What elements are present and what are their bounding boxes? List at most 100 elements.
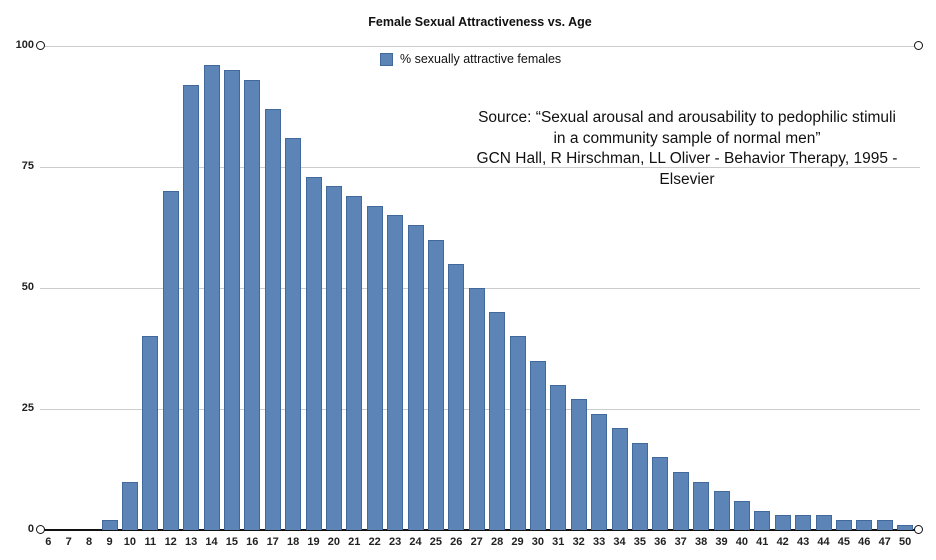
source-line-2: in a community sample of normal men” — [553, 129, 821, 147]
source-citation: Source: “Sexual arousal and arousability… — [452, 108, 922, 190]
x-axis-label-11: 11 — [144, 536, 157, 548]
bar-age-39 — [713, 491, 730, 530]
x-axis-label-29: 29 — [511, 536, 524, 548]
gridline-100 — [40, 46, 920, 47]
y-axis-label-100: 100 — [15, 39, 34, 51]
x-axis-label-27: 27 — [470, 536, 483, 548]
source-line-1: Source: “Sexual arousal and arousability… — [478, 109, 896, 126]
bar-age-15 — [223, 70, 240, 530]
bar-age-40 — [733, 500, 750, 530]
y-axis-label-0: 0 — [27, 523, 34, 535]
x-axis-label-40: 40 — [735, 536, 749, 548]
x-axis-label-35: 35 — [633, 536, 647, 548]
axis-endpoint-circle — [914, 41, 923, 50]
bar-age-9 — [101, 520, 118, 530]
x-axis-label-14: 14 — [205, 536, 218, 548]
bar-age-41 — [754, 510, 771, 530]
bar-age-23 — [387, 215, 404, 530]
y-axis-label-25: 25 — [21, 402, 34, 414]
bar-age-22 — [366, 205, 383, 530]
x-axis-label-24: 24 — [409, 536, 422, 548]
x-axis-label-46: 46 — [858, 536, 871, 548]
bar-age-12 — [162, 191, 179, 530]
bar-age-25 — [427, 239, 444, 530]
bar-age-34 — [611, 428, 628, 530]
bar-age-19 — [305, 176, 322, 530]
legend-swatch-icon — [380, 52, 393, 66]
bar-age-44 — [815, 515, 832, 530]
x-axis-label-9: 9 — [106, 536, 113, 548]
legend-label: % sexually attractive females — [400, 52, 562, 66]
x-axis-label-17: 17 — [266, 536, 279, 548]
bar-age-26 — [448, 263, 465, 530]
x-axis-label-12: 12 — [164, 536, 177, 548]
legend: % sexually attractive females — [380, 52, 561, 66]
y-axis-label-75: 75 — [21, 160, 34, 172]
x-axis-label-31: 31 — [552, 536, 565, 548]
x-axis-label-47: 47 — [878, 536, 891, 548]
bar-age-18 — [285, 137, 302, 530]
axis-endpoint-circle — [914, 525, 923, 534]
source-line-3: GCN Hall, R Hirschman, LL Oliver - Behav… — [476, 150, 898, 188]
x-axis-label-7: 7 — [65, 536, 72, 548]
bar-age-42 — [774, 515, 791, 530]
bar-age-43 — [795, 515, 812, 530]
bar-age-28 — [489, 312, 506, 530]
bar-age-17 — [264, 108, 281, 530]
x-axis-label-39: 39 — [715, 536, 728, 548]
x-axis-label-37: 37 — [674, 536, 687, 548]
bar-age-20 — [325, 186, 342, 530]
x-axis-label-13: 13 — [184, 536, 198, 548]
bar-age-27 — [468, 288, 485, 530]
bar-age-32 — [570, 399, 587, 530]
x-axis-label-6: 6 — [45, 536, 52, 548]
x-axis-label-15: 15 — [225, 536, 239, 548]
chart-title: Female Sexual Attractiveness vs. Age — [368, 15, 592, 29]
x-axis-label-19: 19 — [307, 536, 320, 548]
x-axis-label-42: 42 — [776, 536, 789, 548]
x-axis-label-38: 38 — [694, 536, 708, 548]
x-axis-label-32: 32 — [572, 536, 585, 548]
x-axis-label-43: 43 — [796, 536, 810, 548]
bar-age-16 — [244, 79, 261, 530]
x-axis-label-23: 23 — [388, 536, 402, 548]
y-axis-label-50: 50 — [21, 281, 34, 293]
x-axis-label-25: 25 — [429, 536, 443, 548]
bar-age-35 — [631, 442, 648, 530]
x-axis-label-18: 18 — [286, 536, 300, 548]
bar-age-31 — [550, 384, 567, 530]
x-axis-label-10: 10 — [123, 536, 137, 548]
gridline-75 — [40, 167, 920, 168]
x-axis-label-21: 21 — [348, 536, 361, 548]
x-axis-label-16: 16 — [246, 536, 259, 548]
x-axis-label-50: 50 — [898, 536, 912, 548]
axis-endpoint-circle — [36, 41, 45, 50]
x-axis-line — [40, 529, 920, 531]
x-axis-label-28: 28 — [490, 536, 504, 548]
bar-age-14 — [203, 65, 220, 530]
bar-age-11 — [142, 336, 159, 530]
x-axis-label-45: 45 — [837, 536, 851, 548]
bar-age-24 — [407, 225, 424, 530]
bar-age-38 — [693, 481, 710, 530]
bar-age-37 — [672, 471, 689, 530]
bar-age-29 — [509, 336, 526, 530]
x-axis-label-34: 34 — [613, 536, 626, 548]
bar-age-45 — [835, 520, 852, 530]
x-axis-label-30: 30 — [531, 536, 545, 548]
bar-age-33 — [591, 413, 608, 530]
x-axis-label-8: 8 — [86, 536, 93, 548]
x-axis-label-33: 33 — [592, 536, 606, 548]
x-axis-label-26: 26 — [450, 536, 463, 548]
bar-age-13 — [183, 84, 200, 530]
bar-age-50 — [897, 525, 914, 530]
x-axis-label-22: 22 — [368, 536, 381, 548]
x-axis-label-44: 44 — [817, 536, 830, 548]
bar-age-36 — [652, 457, 669, 530]
bar-age-10 — [121, 481, 138, 530]
x-axis-label-36: 36 — [654, 536, 667, 548]
bar-age-21 — [346, 196, 363, 530]
bar-age-30 — [529, 360, 546, 530]
bar-age-47 — [876, 520, 893, 530]
